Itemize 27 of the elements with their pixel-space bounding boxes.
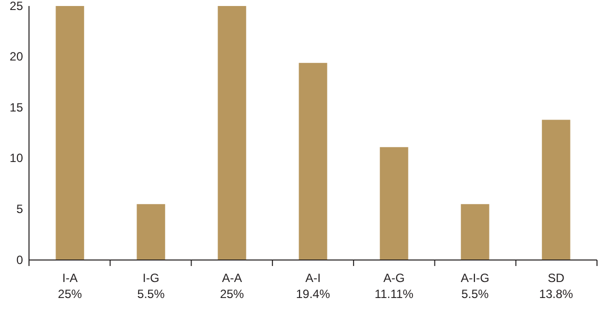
x-tick-label: I-G <box>142 271 160 285</box>
x-tick-label: SD <box>548 271 565 285</box>
x-tick-label: A-I-G <box>460 271 490 285</box>
data-label: 25% <box>220 287 244 301</box>
x-tick-label: A-I <box>305 271 321 285</box>
bar <box>56 6 84 260</box>
bar <box>136 204 166 260</box>
bar <box>460 204 490 260</box>
bar <box>218 6 246 260</box>
x-tick-label: A-A <box>222 271 242 285</box>
y-tick-label: 15 <box>10 100 24 114</box>
data-label: 19.4% <box>296 287 330 301</box>
bar <box>542 120 570 260</box>
x-tick-label: A-G <box>383 271 405 285</box>
bar <box>298 62 328 260</box>
y-tick-label: 10 <box>10 151 24 166</box>
y-tick-label: 25 <box>10 0 24 13</box>
data-label: 25% <box>58 287 82 301</box>
data-label: 5.5% <box>461 287 490 301</box>
y-tick-label: 0 <box>16 252 24 267</box>
data-label: 11.11% <box>374 287 414 301</box>
data-label: 13.8% <box>539 287 574 301</box>
x-tick-label: I-A <box>62 271 78 285</box>
bar <box>380 147 408 260</box>
y-tick-label: 20 <box>10 50 24 64</box>
y-tick-label: 5 <box>16 202 24 216</box>
data-label: 5.5% <box>137 287 165 301</box>
